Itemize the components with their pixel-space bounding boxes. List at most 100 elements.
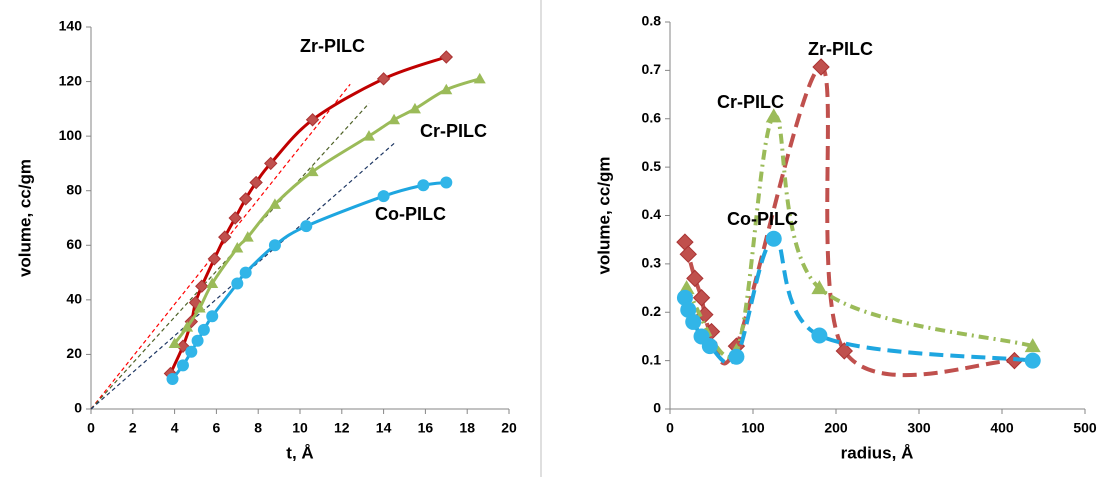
marker	[835, 342, 854, 360]
marker	[417, 179, 430, 192]
marker	[701, 338, 718, 355]
y-axis-title: volume, cc/gm	[15, 159, 34, 277]
series-label: Cr-PILC	[420, 121, 487, 141]
y-tick-label: 80	[66, 181, 82, 197]
x-tick-label: 18	[459, 420, 475, 436]
marker	[473, 72, 486, 84]
x-tick-label: 0	[87, 420, 95, 436]
y-tick-label: 0.5	[642, 158, 662, 174]
marker	[193, 302, 206, 313]
x-tick-label: 500	[1073, 420, 1097, 436]
marker	[388, 113, 401, 125]
marker	[811, 280, 828, 295]
y-tick-label: 0.2	[642, 303, 662, 319]
series-label: Co-PILC	[727, 209, 798, 229]
y-tick-label: 0.7	[642, 61, 662, 77]
x-tick-label: 0	[666, 420, 674, 436]
marker	[231, 277, 244, 290]
marker	[440, 83, 453, 95]
x-tick-label: 12	[334, 420, 350, 436]
marker	[191, 334, 204, 347]
marker	[680, 301, 697, 318]
marker	[249, 175, 263, 190]
marker	[362, 130, 375, 141]
marker	[306, 165, 319, 177]
marker	[206, 310, 219, 323]
x-tick-label: 400	[990, 420, 1014, 436]
reference-line	[90, 141, 397, 410]
marker	[305, 113, 320, 127]
marker	[197, 323, 210, 336]
series-line	[684, 114, 1034, 359]
marker	[679, 245, 697, 263]
marker	[188, 295, 203, 310]
marker	[812, 58, 830, 76]
marker	[268, 239, 281, 252]
series-line	[683, 64, 1015, 378]
x-tick-label: 20	[501, 420, 517, 436]
x-tick-label: 100	[741, 420, 765, 436]
series-label: Cr-PILC	[717, 92, 784, 112]
series-label: Co-PILC	[375, 204, 446, 224]
marker	[176, 339, 190, 353]
marker	[408, 102, 421, 114]
marker	[238, 192, 253, 206]
y-axis-title: volume, cc/gm	[594, 156, 613, 274]
marker	[264, 156, 278, 171]
x-axis-title: t, Å	[286, 443, 313, 462]
marker	[181, 321, 194, 332]
x-tick-label: 6	[213, 420, 221, 436]
marker	[166, 372, 179, 385]
marker	[676, 233, 694, 251]
y-tick-label: 0.3	[642, 255, 662, 271]
y-tick-label: 40	[66, 291, 82, 307]
marker	[765, 230, 782, 247]
marker	[206, 277, 219, 288]
marker	[765, 108, 782, 123]
y-tick-label: 140	[59, 18, 83, 34]
marker	[1024, 352, 1041, 369]
x-tick-label: 2	[129, 420, 137, 436]
marker	[728, 348, 745, 365]
y-tick-label: 0.8	[642, 13, 662, 29]
marker	[228, 211, 242, 225]
y-tick-label: 20	[66, 345, 82, 361]
marker	[168, 337, 181, 349]
y-tick-label: 100	[59, 127, 83, 143]
marker	[676, 289, 693, 306]
marker	[195, 279, 209, 293]
x-axis-title: radius, Å	[841, 443, 914, 462]
x-tick-label: 300	[907, 420, 931, 436]
marker	[268, 198, 281, 209]
marker	[176, 359, 189, 372]
x-tick-label: 10	[292, 420, 308, 436]
marker	[239, 266, 252, 279]
marker	[440, 176, 453, 189]
marker	[185, 345, 198, 358]
x-tick-label: 4	[171, 420, 179, 436]
marker	[231, 242, 244, 253]
y-tick-label: 0.4	[642, 206, 662, 222]
x-tick-label: 14	[376, 420, 392, 436]
marker	[377, 190, 390, 203]
marker	[439, 50, 454, 64]
x-tick-label: 8	[254, 420, 262, 436]
y-tick-label: 0.1	[642, 351, 662, 367]
x-tick-label: 16	[418, 420, 434, 436]
y-tick-label: 0	[74, 400, 82, 416]
marker	[692, 289, 711, 307]
series-label: Zr-PILC	[300, 36, 365, 56]
y-tick-label: 0.6	[642, 109, 662, 125]
y-tick-label: 120	[59, 72, 83, 88]
y-tick-label: 60	[66, 236, 82, 252]
marker	[241, 231, 254, 242]
marker	[376, 72, 391, 86]
marker	[811, 327, 828, 344]
marker	[218, 230, 232, 244]
marker	[1024, 338, 1041, 353]
reference-line	[90, 83, 351, 410]
marker	[207, 252, 222, 266]
x-tick-label: 200	[824, 420, 848, 436]
marker	[685, 313, 702, 330]
